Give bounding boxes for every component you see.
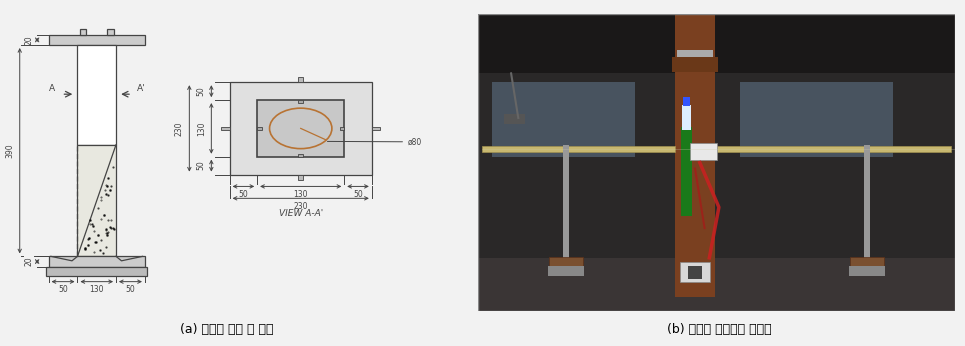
Text: ø80: ø80 xyxy=(407,137,422,146)
Text: 230: 230 xyxy=(175,121,183,136)
Text: A: A xyxy=(49,84,55,93)
Bar xyxy=(715,146,951,152)
Bar xyxy=(372,127,380,130)
Bar xyxy=(230,82,372,174)
Text: 50: 50 xyxy=(58,285,68,294)
Bar xyxy=(478,258,955,311)
Bar xyxy=(257,127,262,130)
Text: 20: 20 xyxy=(24,35,34,45)
Bar xyxy=(690,143,716,160)
Text: (b) 실험체 측정장비 설치도: (b) 실험체 측정장비 설치도 xyxy=(667,322,771,336)
Bar xyxy=(549,257,583,267)
Text: 50: 50 xyxy=(125,285,135,294)
Text: 50: 50 xyxy=(353,190,363,199)
Bar xyxy=(340,127,345,130)
Bar xyxy=(482,146,675,152)
Bar xyxy=(677,49,713,57)
Bar xyxy=(478,14,955,73)
Text: VIEW A-A': VIEW A-A' xyxy=(279,209,323,218)
Bar xyxy=(492,82,635,157)
Text: (a) 실험체 형상 및 제원: (a) 실험체 형상 및 제원 xyxy=(180,322,273,336)
Bar xyxy=(673,57,718,72)
Bar xyxy=(675,14,715,297)
Text: 390: 390 xyxy=(5,143,14,158)
Bar xyxy=(77,145,116,256)
Bar xyxy=(77,45,116,145)
Bar xyxy=(681,104,691,130)
Bar xyxy=(46,267,148,276)
Bar xyxy=(298,174,303,180)
Bar xyxy=(298,77,303,82)
Bar xyxy=(80,29,86,35)
Text: 130: 130 xyxy=(90,285,104,294)
Bar xyxy=(107,29,114,35)
Text: 130: 130 xyxy=(293,190,308,199)
Bar xyxy=(682,97,690,106)
Text: 50: 50 xyxy=(197,86,206,96)
Bar xyxy=(740,82,894,157)
Bar xyxy=(257,100,345,157)
Bar xyxy=(679,262,710,282)
Bar xyxy=(48,35,145,45)
Bar xyxy=(504,113,525,124)
Text: 50: 50 xyxy=(238,190,248,199)
Bar xyxy=(688,266,703,279)
Text: 130: 130 xyxy=(197,121,206,136)
Bar xyxy=(298,100,303,103)
Bar xyxy=(850,257,884,267)
Text: 20: 20 xyxy=(24,257,34,266)
Text: 230: 230 xyxy=(293,202,308,211)
Bar xyxy=(48,256,145,267)
Text: A': A' xyxy=(137,84,146,93)
Bar xyxy=(221,127,230,130)
Bar xyxy=(849,266,885,276)
Bar xyxy=(564,145,569,258)
Bar xyxy=(680,127,692,216)
Text: 50: 50 xyxy=(197,161,206,171)
Bar xyxy=(548,266,584,276)
Bar xyxy=(864,145,869,258)
Bar xyxy=(298,154,303,157)
